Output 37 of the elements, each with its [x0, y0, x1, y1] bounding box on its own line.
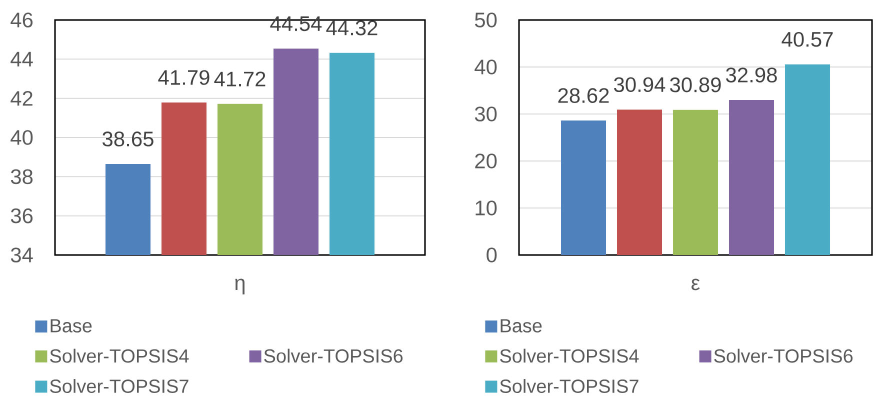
legend-label: Base [500, 319, 542, 332]
bar [617, 110, 662, 255]
y-tick-label: 44 [10, 52, 33, 66]
y-tick-label: 50 [474, 12, 497, 28]
y-tick-label: 36 [10, 208, 33, 224]
bar [561, 120, 606, 255]
legend-label: Solver-TOPSIS6 [714, 348, 853, 363]
y-tick-label: 0 [486, 248, 497, 262]
data-label: 40.57 [782, 32, 833, 47]
x-axis-title: ε [692, 278, 700, 290]
legend-label: Solver-TOPSIS4 [500, 348, 639, 363]
y-tick-label: 10 [476, 200, 497, 216]
y-tick-label: 30 [474, 106, 497, 122]
bar [785, 64, 830, 255]
data-label: 30.94 [614, 77, 666, 92]
data-label: 38.65 [102, 132, 154, 146]
y-tick-label: 46 [10, 12, 33, 28]
bar [729, 100, 774, 255]
legend-label: Solver-TOPSIS7 [500, 379, 638, 393]
legend-label: Solver-TOPSIS4 [50, 348, 189, 363]
bar [673, 110, 718, 255]
y-tick-label: 42 [10, 91, 32, 106]
data-label: 32.98 [726, 68, 777, 82]
data-label: 44.32 [326, 20, 378, 36]
y-tick-label: 34 [10, 248, 33, 262]
legend-label: Base [50, 319, 92, 332]
data-label: 41.79 [158, 70, 210, 85]
y-tick-label: 40 [474, 60, 497, 74]
legend-label: Solver-TOPSIS6 [264, 348, 403, 363]
y-tick-label: 20 [475, 154, 497, 168]
y-tick-label: 40 [10, 130, 33, 145]
x-axis-title: η [235, 278, 244, 294]
data-label: 30.89 [670, 77, 721, 92]
data-label: 28.62 [558, 88, 609, 103]
y-tick-label: 38 [10, 169, 33, 184]
data-label: 41.72 [214, 72, 266, 86]
legend-label: Solver-TOPSIS7 [50, 379, 188, 393]
